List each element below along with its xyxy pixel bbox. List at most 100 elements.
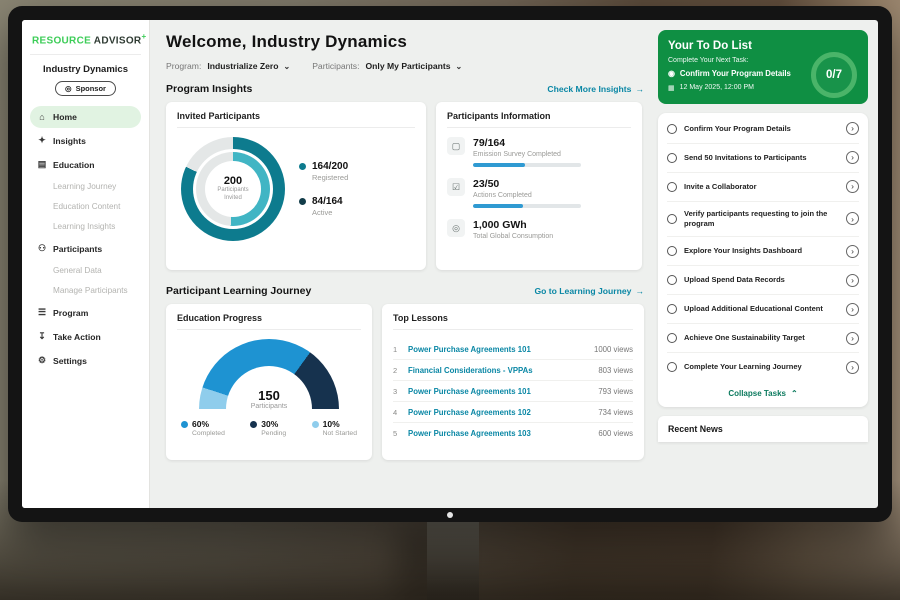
sidebar-item-take-action[interactable]: ↧ Take Action [30, 325, 141, 348]
task-checkbox[interactable] [667, 123, 677, 134]
org-name: Industry Dynamics [43, 64, 128, 76]
todo-summary-card: Your To Do List Complete Your Next Task:… [658, 30, 868, 104]
task-row[interactable]: Send 50 Invitations to Participants › [667, 144, 859, 173]
sidebar-item-education[interactable]: ▤ Education [30, 153, 141, 176]
task-checkbox[interactable] [667, 152, 677, 163]
sponsor-label: Sponsor [75, 84, 106, 94]
chevron-right-icon[interactable]: › [846, 151, 859, 165]
lesson-link[interactable]: Power Purchase Agreements 101 [408, 386, 531, 396]
task-label: Upload Spend Data Records [684, 275, 785, 285]
check-more-insights-link[interactable]: Check More Insights → [547, 84, 644, 94]
learning-cards-row: Education Progress 150 Participants 60% [166, 304, 644, 460]
task-row[interactable]: Upload Additional Educational Content › [667, 295, 859, 325]
task-checkbox[interactable] [667, 213, 677, 224]
lesson-link[interactable]: Financial Considerations - VPPAs [408, 365, 533, 375]
task-row[interactable]: Upload Spend Data Records › [667, 266, 859, 296]
task-list-card: Confirm Your Program Details › Send 50 I… [658, 112, 868, 408]
legend-dot [299, 163, 306, 170]
sidebar-item-learning-journey[interactable]: Learning Journey [53, 182, 117, 192]
chevron-right-icon[interactable]: › [846, 273, 859, 287]
chevron-right-icon[interactable]: › [846, 331, 859, 345]
lesson-views: 803 views [598, 365, 633, 375]
legend-dot [311, 421, 319, 428]
insights-icon: ✦ [38, 135, 46, 146]
chevron-right-icon[interactable]: › [846, 180, 859, 194]
participants-filter-select[interactable]: Only My Participants ⌄ [366, 61, 463, 71]
card-title: Invited Participants [177, 111, 415, 128]
task-checkbox[interactable] [667, 246, 677, 257]
arrow-right-icon: → [635, 286, 644, 296]
chevron-right-icon[interactable]: › [846, 302, 859, 316]
participants-filter-label: Participants: [312, 61, 360, 71]
sidebar-item-general-data[interactable]: General Data [53, 266, 102, 276]
stat-actions-completed: ☑ 23/50 Actions Completed [447, 178, 631, 208]
lesson-link[interactable]: Power Purchase Agreements 102 [408, 407, 531, 417]
sidebar-item-program[interactable]: ☰ Program [30, 301, 141, 324]
sidebar-item-home[interactable]: ⌂ Home [30, 106, 141, 129]
task-label: Explore Your Insights Dashboard [684, 246, 803, 256]
task-row[interactable]: Complete Your Learning Journey › [667, 353, 859, 381]
filters-bar: Program: Industrialize Zero ⌄ Participan… [166, 61, 644, 71]
task-row[interactable]: Explore Your Insights Dashboard › [667, 237, 859, 267]
section-title: Program Insights [166, 83, 253, 95]
stat-label: Actions Completed [473, 192, 532, 199]
sidebar-nav: ⌂ Home ✦ Insights ▤ Education Learning J… [30, 106, 141, 372]
lesson-link[interactable]: Power Purchase Agreements 101 [408, 344, 531, 354]
task-checkbox[interactable] [667, 181, 677, 192]
datetime-label: 12 May 2025, 12:00 PM [679, 84, 754, 92]
go-to-learning-journey-link[interactable]: Go to Learning Journey → [534, 286, 644, 296]
chevron-right-icon[interactable]: › [846, 122, 859, 136]
gauge-center-label: Participants [250, 403, 288, 410]
sidebar-item-learning-insights[interactable]: Learning Insights [53, 222, 116, 232]
program-filter-select[interactable]: Industrialize Zero ⌄ [207, 61, 290, 71]
legend-pct: 60% [192, 419, 210, 429]
task-row[interactable]: Achieve One Sustainability Target › [667, 324, 859, 354]
task-checkbox[interactable] [667, 275, 677, 286]
sidebar-item-label: Take Action [53, 331, 101, 342]
lesson-row: 3 Power Purchase Agreements 101 793 view… [393, 381, 633, 402]
legend-label: Not Started [322, 430, 357, 437]
task-checkbox[interactable] [667, 304, 677, 315]
task-checkbox[interactable] [667, 362, 677, 373]
program-filter-label: Program: [166, 61, 202, 71]
gauge-center-value: 150 [258, 388, 280, 403]
participants-filter-value: Only My Participants [365, 61, 451, 71]
lesson-link[interactable]: Power Purchase Agreements 103 [408, 428, 531, 438]
todo-sidebar: Your To Do List Complete Your Next Task:… [656, 20, 878, 508]
recent-news-header[interactable]: Recent News [658, 416, 868, 443]
lesson-rank: 5 [393, 428, 398, 438]
legend-label: Pending [261, 430, 287, 437]
chevron-right-icon[interactable]: › [846, 360, 859, 374]
take-action-icon: ↧ [38, 331, 46, 342]
sidebar-item-insights[interactable]: ✦ Insights [30, 129, 141, 152]
link-label: Go to Learning Journey [534, 286, 632, 296]
stat-label: Emission Survey Completed [473, 151, 561, 158]
legend-label: Active [312, 208, 333, 217]
legend-dot [250, 421, 258, 428]
page-title: Welcome, Industry Dynamics [166, 32, 408, 51]
collapse-tasks-button[interactable]: Collapse Tasks ⌃ [667, 381, 859, 405]
todo-subtitle: Complete Your Next Task: [668, 57, 749, 64]
donut-center-label: Participants Invited [217, 187, 249, 201]
task-row[interactable]: Invite a Collaborator › [667, 173, 859, 202]
legend-pct: 10% [322, 419, 340, 429]
sidebar-item-manage-participants[interactable]: Manage Participants [53, 286, 128, 296]
todo-next-task[interactable]: ◉ Confirm Your Program Details [668, 69, 800, 79]
sidebar-item-label: Home [53, 112, 77, 123]
lesson-row: 5 Power Purchase Agreements 103 600 view… [393, 423, 633, 443]
sidebar-item-settings[interactable]: ⚙ Settings [30, 349, 141, 372]
card-title: Participants Information [447, 111, 631, 128]
lesson-rank: 3 [393, 386, 398, 396]
home-icon: ⌂ [39, 112, 45, 123]
task-row[interactable]: Confirm Your Program Details › [667, 115, 859, 144]
task-row[interactable]: Verify participants requesting to join t… [667, 202, 859, 238]
main-content: Welcome, Industry Dynamics Program: Indu… [150, 20, 656, 508]
task-label: Confirm Your Program Details [684, 123, 791, 133]
task-checkbox[interactable] [667, 333, 677, 344]
global-consumption-icon: ◎ [447, 219, 465, 237]
chevron-right-icon[interactable]: › [846, 212, 859, 226]
chevron-right-icon[interactable]: › [846, 244, 859, 258]
sidebar-item-education-content[interactable]: Education Content [53, 202, 121, 212]
task-label: Send 50 Invitations to Participants [684, 152, 807, 162]
sidebar-item-participants[interactable]: ⚇ Participants [30, 237, 141, 260]
